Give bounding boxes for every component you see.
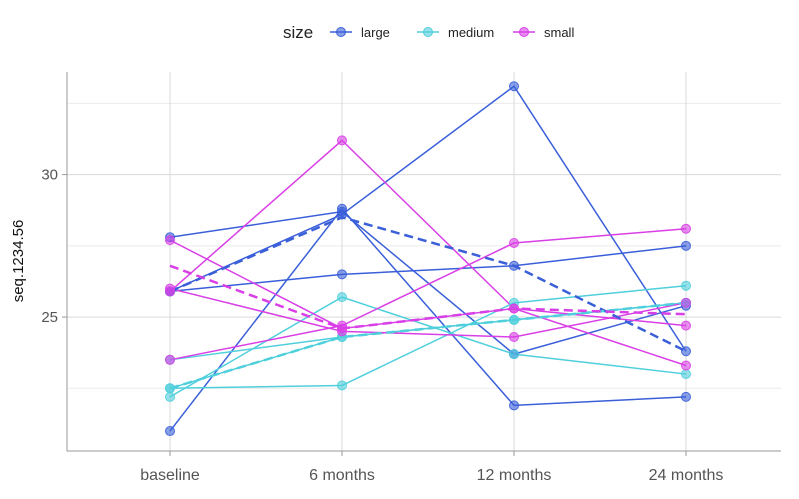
y-tick-label: 30 <box>41 167 58 184</box>
series-line-large <box>169 207 687 432</box>
data-point-small <box>337 326 347 337</box>
x-tick-label: 12 months <box>477 467 552 484</box>
data-point-large <box>509 81 519 92</box>
data-point-small <box>681 320 691 331</box>
data-point-medium <box>509 349 519 360</box>
data-point-large <box>681 346 691 357</box>
legend-label-medium: medium <box>448 25 494 40</box>
series-line-small <box>169 287 687 338</box>
data-point-small <box>681 360 691 371</box>
series-line-medium <box>169 296 687 398</box>
legend-label-large: large <box>361 25 390 40</box>
series-line-small <box>169 239 687 367</box>
series-line-large <box>169 210 687 355</box>
legend-key-point-small <box>519 27 529 37</box>
x-tick-label: baseline <box>140 467 200 484</box>
series-line-medium <box>169 284 687 390</box>
data-point-medium <box>165 391 175 402</box>
data-point-large <box>509 400 519 411</box>
data-point-large <box>509 260 519 271</box>
group-mean-line-small <box>169 264 687 330</box>
series-line-large <box>169 245 687 293</box>
data-point-medium <box>681 280 691 291</box>
data-point-small <box>337 135 347 146</box>
data-point-medium <box>337 380 347 391</box>
data-point-small <box>509 237 519 248</box>
data-point-small <box>165 235 175 246</box>
group-mean-line-medium <box>169 301 687 390</box>
data-point-large <box>337 206 347 217</box>
points-layer <box>165 81 691 437</box>
series-line-medium <box>169 302 687 390</box>
y-axis-label: seq.1234.56 <box>10 220 27 303</box>
legend-label-small: small <box>544 25 574 40</box>
series-line-small <box>169 139 687 327</box>
legend-title: size <box>283 23 313 42</box>
series-line-large <box>169 85 687 352</box>
legend-key-point-medium <box>423 27 433 37</box>
lines-layer <box>169 85 687 432</box>
group-mean-line-large <box>169 216 687 353</box>
data-point-small <box>681 297 691 308</box>
data-point-large <box>681 391 691 402</box>
data-point-medium <box>337 292 347 303</box>
grid-layer <box>67 72 781 451</box>
x-tick-label: 24 months <box>649 467 724 484</box>
data-point-small <box>165 354 175 365</box>
data-point-medium <box>509 314 519 325</box>
axes-layer: 25 30 baseline 6 months 12 months 24 months <box>41 72 781 484</box>
x-tick-label: 6 months <box>309 467 375 484</box>
data-point-large <box>337 269 347 280</box>
data-point-medium <box>165 383 175 394</box>
data-point-large <box>681 240 691 251</box>
series-line-small <box>169 227 687 361</box>
data-point-small <box>165 283 175 294</box>
data-point-small <box>681 223 691 234</box>
data-point-small <box>509 303 519 314</box>
data-point-small <box>509 332 519 343</box>
y-tick-label: 25 <box>41 309 58 326</box>
group-means-layer <box>169 216 687 390</box>
legend-key-point-large <box>336 27 346 37</box>
data-point-large <box>165 426 175 437</box>
legend: size large medium small <box>283 23 574 42</box>
data-point-medium <box>681 369 691 380</box>
